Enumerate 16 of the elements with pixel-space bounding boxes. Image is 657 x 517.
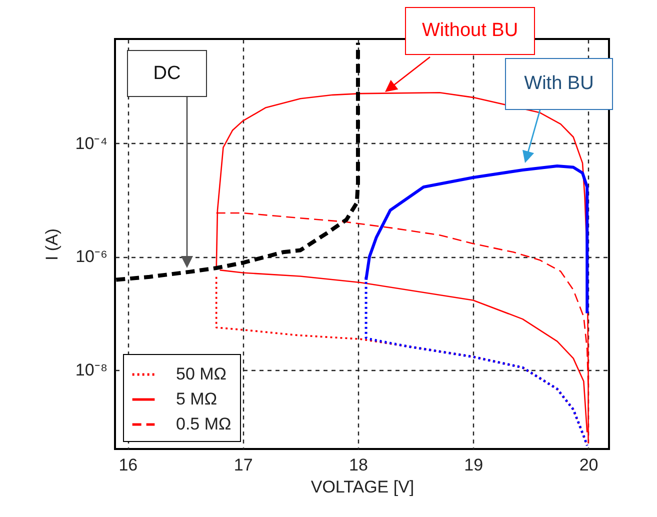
legend-label: 5 MΩ — [176, 390, 218, 408]
callout-box: With BU — [505, 58, 613, 110]
legend-label: 50 MΩ — [176, 364, 227, 384]
y-axis-title: I (A) — [42, 228, 62, 261]
legend-label: 0.5 MΩ — [176, 414, 232, 434]
callout-box: Without BU — [405, 7, 535, 55]
y-tick-label: 10⁻⁴ — [75, 134, 108, 153]
y-tick-label: 10⁻⁸ — [75, 360, 108, 380]
x-tick-label: 17 — [234, 456, 253, 474]
callout-box: DC — [127, 50, 207, 97]
x-tick-label: 16 — [118, 456, 138, 474]
x-tick-label: 18 — [349, 456, 368, 474]
x-axis-title: VOLTAGE [V] — [310, 478, 414, 496]
x-tick-label: 19 — [464, 456, 484, 474]
y-tick-label: 10⁻⁶ — [76, 247, 108, 266]
x-tick-label: 20 — [579, 456, 598, 474]
